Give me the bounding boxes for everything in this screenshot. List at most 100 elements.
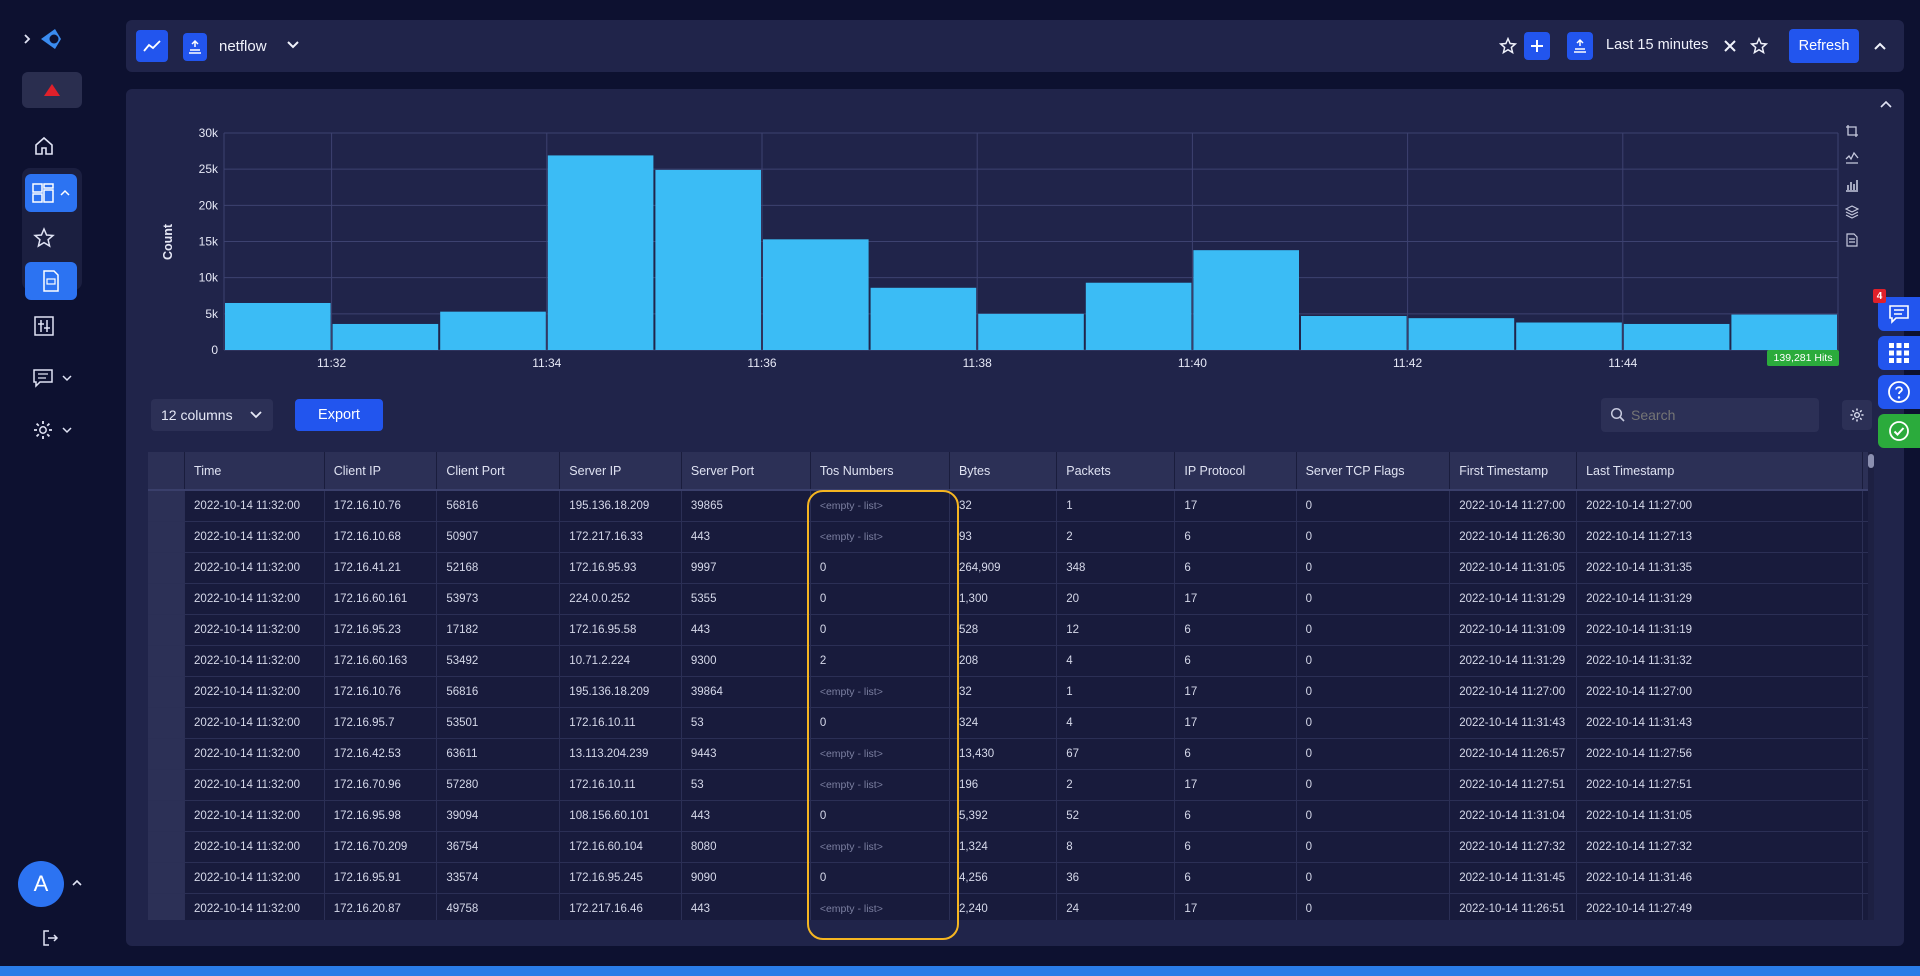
histogram-bar[interactable] bbox=[655, 169, 761, 350]
row-expand-handle[interactable] bbox=[148, 676, 186, 708]
table-row[interactable]: 2022-10-14 11:32:00 172.16.70.209 36754 172… bbox=[148, 831, 1873, 863]
row-expand-handle[interactable] bbox=[148, 893, 186, 920]
clear-time-close-icon[interactable] bbox=[1720, 36, 1740, 56]
notes-menu-button[interactable] bbox=[28, 362, 76, 394]
app-logo-icon[interactable] bbox=[36, 24, 66, 54]
expand-sidebar-chevron-icon[interactable] bbox=[20, 31, 34, 47]
table-row[interactable]: 2022-10-14 11:32:00 172.16.95.91 33574 172.… bbox=[148, 862, 1873, 894]
save-query-star-icon[interactable] bbox=[1498, 36, 1518, 56]
help-icon bbox=[1888, 381, 1910, 403]
visualization-toggle-button[interactable] bbox=[136, 30, 168, 62]
favorite-time-star-icon[interactable] bbox=[1749, 36, 1769, 56]
table-cell: <empty - list> bbox=[810, 490, 950, 522]
refresh-button[interactable]: Refresh bbox=[1789, 29, 1859, 63]
stack-layers-icon[interactable] bbox=[1843, 203, 1861, 221]
columns-select[interactable]: 12 columns bbox=[151, 399, 273, 431]
index-name[interactable]: netflow bbox=[219, 38, 267, 55]
table-row[interactable]: 2022-10-14 11:32:00 172.16.42.53 63611 13.1… bbox=[148, 738, 1873, 770]
export-button[interactable]: Export bbox=[295, 399, 383, 431]
column-header[interactable]: Client Port bbox=[436, 452, 561, 491]
column-header[interactable]: IP Protocol bbox=[1174, 452, 1297, 491]
column-header[interactable]: First Timestamp bbox=[1449, 452, 1578, 491]
row-expand-handle[interactable] bbox=[148, 490, 186, 522]
collapse-querybar-chevron-up-icon[interactable] bbox=[1870, 36, 1890, 56]
bar-chart-icon[interactable] bbox=[1843, 176, 1861, 194]
table-row[interactable]: 2022-10-14 11:32:00 172.16.20.87 49758 172.… bbox=[148, 893, 1873, 920]
dashboards-button[interactable] bbox=[25, 174, 77, 212]
table-row[interactable]: 2022-10-14 11:32:00 172.16.95.7 53501 172.1… bbox=[148, 707, 1873, 739]
column-header[interactable]: Server Port bbox=[681, 452, 811, 491]
reports-button[interactable] bbox=[28, 310, 60, 342]
table-row[interactable]: 2022-10-14 11:32:00 172.16.60.161 53973 224… bbox=[148, 583, 1873, 615]
histogram-bar[interactable] bbox=[1301, 316, 1407, 350]
add-filter-button[interactable] bbox=[1524, 32, 1550, 60]
histogram-bar[interactable] bbox=[1085, 282, 1192, 350]
histogram-bar[interactable] bbox=[1731, 314, 1837, 350]
histogram-bar[interactable] bbox=[332, 323, 439, 350]
row-expand-handle[interactable] bbox=[148, 583, 186, 615]
row-expand-handle[interactable] bbox=[148, 769, 186, 801]
search-box[interactable] bbox=[1601, 398, 1819, 432]
status-ok-button[interactable] bbox=[1878, 414, 1920, 448]
index-dropdown-chevron-icon[interactable] bbox=[284, 36, 302, 54]
table-cell: 12 bbox=[1056, 614, 1176, 646]
index-selector-icon-button[interactable] bbox=[183, 33, 207, 61]
column-header[interactable]: Server IP bbox=[559, 452, 682, 491]
row-expand-handle[interactable] bbox=[148, 521, 186, 553]
column-header[interactable]: Client IP bbox=[324, 452, 438, 491]
table-cell: 172.16.10.76 bbox=[324, 490, 438, 522]
column-header[interactable]: Packets bbox=[1056, 452, 1176, 491]
histogram-bar[interactable] bbox=[1408, 318, 1515, 350]
histogram-bar[interactable] bbox=[547, 155, 654, 350]
time-picker-icon-button[interactable] bbox=[1567, 32, 1593, 60]
table-row[interactable]: 2022-10-14 11:32:00 172.16.41.21 52168 172.… bbox=[148, 552, 1873, 584]
alerts-button[interactable] bbox=[22, 72, 82, 108]
histogram-bar[interactable] bbox=[978, 313, 1084, 350]
favorites-button[interactable] bbox=[28, 222, 60, 254]
avatar-menu-chevron-icon[interactable] bbox=[70, 876, 84, 890]
apps-grid-button[interactable] bbox=[1878, 336, 1920, 370]
logout-button[interactable] bbox=[38, 926, 62, 950]
zoom-select-icon[interactable] bbox=[1843, 122, 1861, 140]
column-header[interactable]: Bytes bbox=[949, 452, 1058, 491]
row-expand-handle[interactable] bbox=[148, 614, 186, 646]
column-header[interactable]: Server TCP Flags bbox=[1296, 452, 1451, 491]
line-chart-icon[interactable] bbox=[1843, 148, 1861, 166]
time-range-label[interactable]: Last 15 minutes bbox=[1606, 37, 1709, 53]
histogram-bar[interactable] bbox=[440, 311, 546, 350]
table-row[interactable]: 2022-10-14 11:32:00 172.16.10.76 56816 195.… bbox=[148, 490, 1873, 522]
column-header[interactable]: Tos Numbers bbox=[810, 452, 950, 491]
table-row[interactable]: 2022-10-14 11:32:00 172.16.95.98 39094 108.… bbox=[148, 800, 1873, 832]
help-button[interactable] bbox=[1878, 375, 1920, 409]
histogram-bar[interactable] bbox=[1193, 250, 1299, 350]
row-expand-handle[interactable] bbox=[148, 707, 186, 739]
table-row[interactable]: 2022-10-14 11:32:00 172.16.60.163 53492 10.… bbox=[148, 645, 1873, 677]
row-expand-handle[interactable] bbox=[148, 862, 186, 894]
table-scrollbar[interactable] bbox=[1868, 452, 1874, 920]
column-header[interactable]: Time bbox=[184, 452, 325, 491]
row-expand-handle[interactable] bbox=[148, 800, 186, 832]
discover-button[interactable] bbox=[25, 262, 77, 300]
data-view-document-icon[interactable] bbox=[1843, 231, 1861, 249]
home-button[interactable] bbox=[28, 130, 60, 162]
histogram-bar[interactable] bbox=[763, 239, 869, 350]
column-header[interactable]: Last Timestamp bbox=[1576, 452, 1863, 491]
search-input[interactable] bbox=[1631, 404, 1811, 426]
collapse-chart-chevron-up-icon[interactable] bbox=[1878, 97, 1894, 111]
avatar[interactable]: A bbox=[18, 861, 64, 907]
table-row[interactable]: 2022-10-14 11:32:00 172.16.10.76 56816 195.… bbox=[148, 676, 1873, 708]
table-row[interactable]: 2022-10-14 11:32:00 172.16.95.23 17182 172.… bbox=[148, 614, 1873, 646]
table-row[interactable]: 2022-10-14 11:32:00 172.16.10.68 50907 172.… bbox=[148, 521, 1873, 553]
row-expand-handle[interactable] bbox=[148, 738, 186, 770]
settings-menu-button[interactable] bbox=[28, 414, 76, 446]
row-expand-handle[interactable] bbox=[148, 831, 186, 863]
table-settings-button[interactable] bbox=[1842, 400, 1872, 430]
table-row[interactable]: 2022-10-14 11:32:00 172.16.70.96 57280 172.… bbox=[148, 769, 1873, 801]
scrollbar-thumb[interactable] bbox=[1868, 454, 1874, 468]
histogram-bar[interactable] bbox=[1623, 323, 1730, 350]
histogram-bar[interactable] bbox=[1516, 322, 1622, 350]
row-expand-handle[interactable] bbox=[148, 645, 186, 677]
histogram-bar[interactable] bbox=[225, 302, 331, 350]
histogram-bar[interactable] bbox=[870, 287, 977, 350]
row-expand-handle[interactable] bbox=[148, 552, 186, 584]
